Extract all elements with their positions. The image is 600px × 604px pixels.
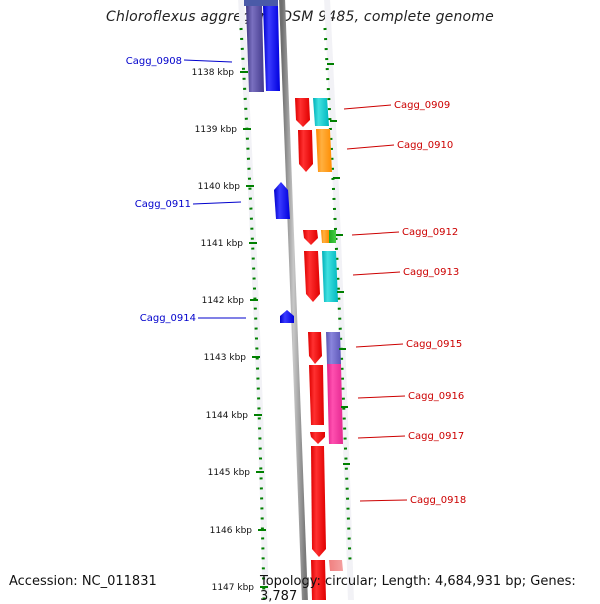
callout-line [357,435,406,439]
callout-line [359,499,408,502]
gene-0911[interactable] [274,182,290,219]
gene-next-b[interactable] [329,560,343,571]
tick-label: 1145 kbp [208,468,251,478]
gene-label-cagg-0909[interactable]: Cagg_0909 [394,100,450,111]
gene-0908-a[interactable] [246,6,264,92]
gene-0914[interactable] [280,310,294,323]
gene-0912-c[interactable] [329,230,336,243]
gene-0912-a[interactable] [303,230,318,245]
callout-line [357,395,406,399]
gene-label-cagg-0918[interactable]: Cagg_0918 [410,495,466,506]
tick-label: 1146 kbp [210,526,253,536]
tick-labels: 1138 kbp 1139 kbp 1140 kbp 1141 kbp 1142 kbp… [192,68,255,593]
gene-0916-a[interactable] [309,365,324,425]
gene-0913-a[interactable] [304,251,320,302]
tick-ruler-left [239,27,266,600]
tick-label: 1141 kbp [201,239,244,249]
gene-0913-b[interactable] [322,251,338,302]
tick-marks [240,63,350,588]
gene-0918[interactable] [311,446,326,557]
gene-label-cagg-0915[interactable]: Cagg_0915 [406,339,462,350]
callout-line [351,231,400,236]
gene-next-a[interactable] [311,560,326,600]
gene-0917[interactable] [310,432,325,444]
gene-0908-b[interactable] [263,6,280,91]
callout-line [183,59,233,63]
callout-line [192,201,242,205]
inner-track-band [324,0,354,600]
tick-label: 1139 kbp [195,125,238,135]
gene-label-cagg-0911[interactable]: Cagg_0911 [135,199,191,210]
gene-label-cagg-0917[interactable]: Cagg_0917 [408,431,464,442]
tick-label: 1147 kbp [212,583,255,593]
gene-0916-b[interactable] [327,364,343,444]
gene-label-cagg-0908[interactable]: Cagg_0908 [126,56,182,67]
tick-label: 1138 kbp [192,68,235,78]
gene-0910-a[interactable] [298,130,313,172]
gene-0915-a[interactable] [308,332,322,364]
tick-label: 1140 kbp [198,182,241,192]
callout-line [352,271,401,276]
genome-backbone [279,0,308,600]
gene-label-cagg-0910[interactable]: Cagg_0910 [397,140,453,151]
tick-label: 1144 kbp [206,411,249,421]
callout-line [355,343,404,348]
callout-line [346,144,395,150]
map-title: Chloroflexus aggregans DSM 9485, complet… [106,9,494,25]
gene-0909-b[interactable] [313,98,329,126]
gene-0915-b[interactable] [326,332,341,364]
tick-label: 1143 kbp [204,353,247,363]
gene-0908-cap [244,0,278,6]
tick-label: 1142 kbp [202,296,245,306]
gene-label-cagg-0914[interactable]: Cagg_0914 [140,313,196,324]
accession-text: Accession: NC_011831 [9,574,157,589]
gene-0912-b[interactable] [321,230,329,243]
gene-label-cagg-0912[interactable]: Cagg_0912 [402,227,458,238]
callout-line [343,104,392,110]
gene-labels: Cagg_0908 Cagg_0909 Cagg_0910 Cagg_0911 Cagg… [126,56,467,506]
gene-0909-a[interactable] [295,98,310,127]
gene-0910-b[interactable] [316,129,332,172]
gene-label-cagg-0913[interactable]: Cagg_0913 [403,267,459,278]
callout-lines [183,59,408,502]
gene-label-cagg-0916[interactable]: Cagg_0916 [408,391,464,402]
